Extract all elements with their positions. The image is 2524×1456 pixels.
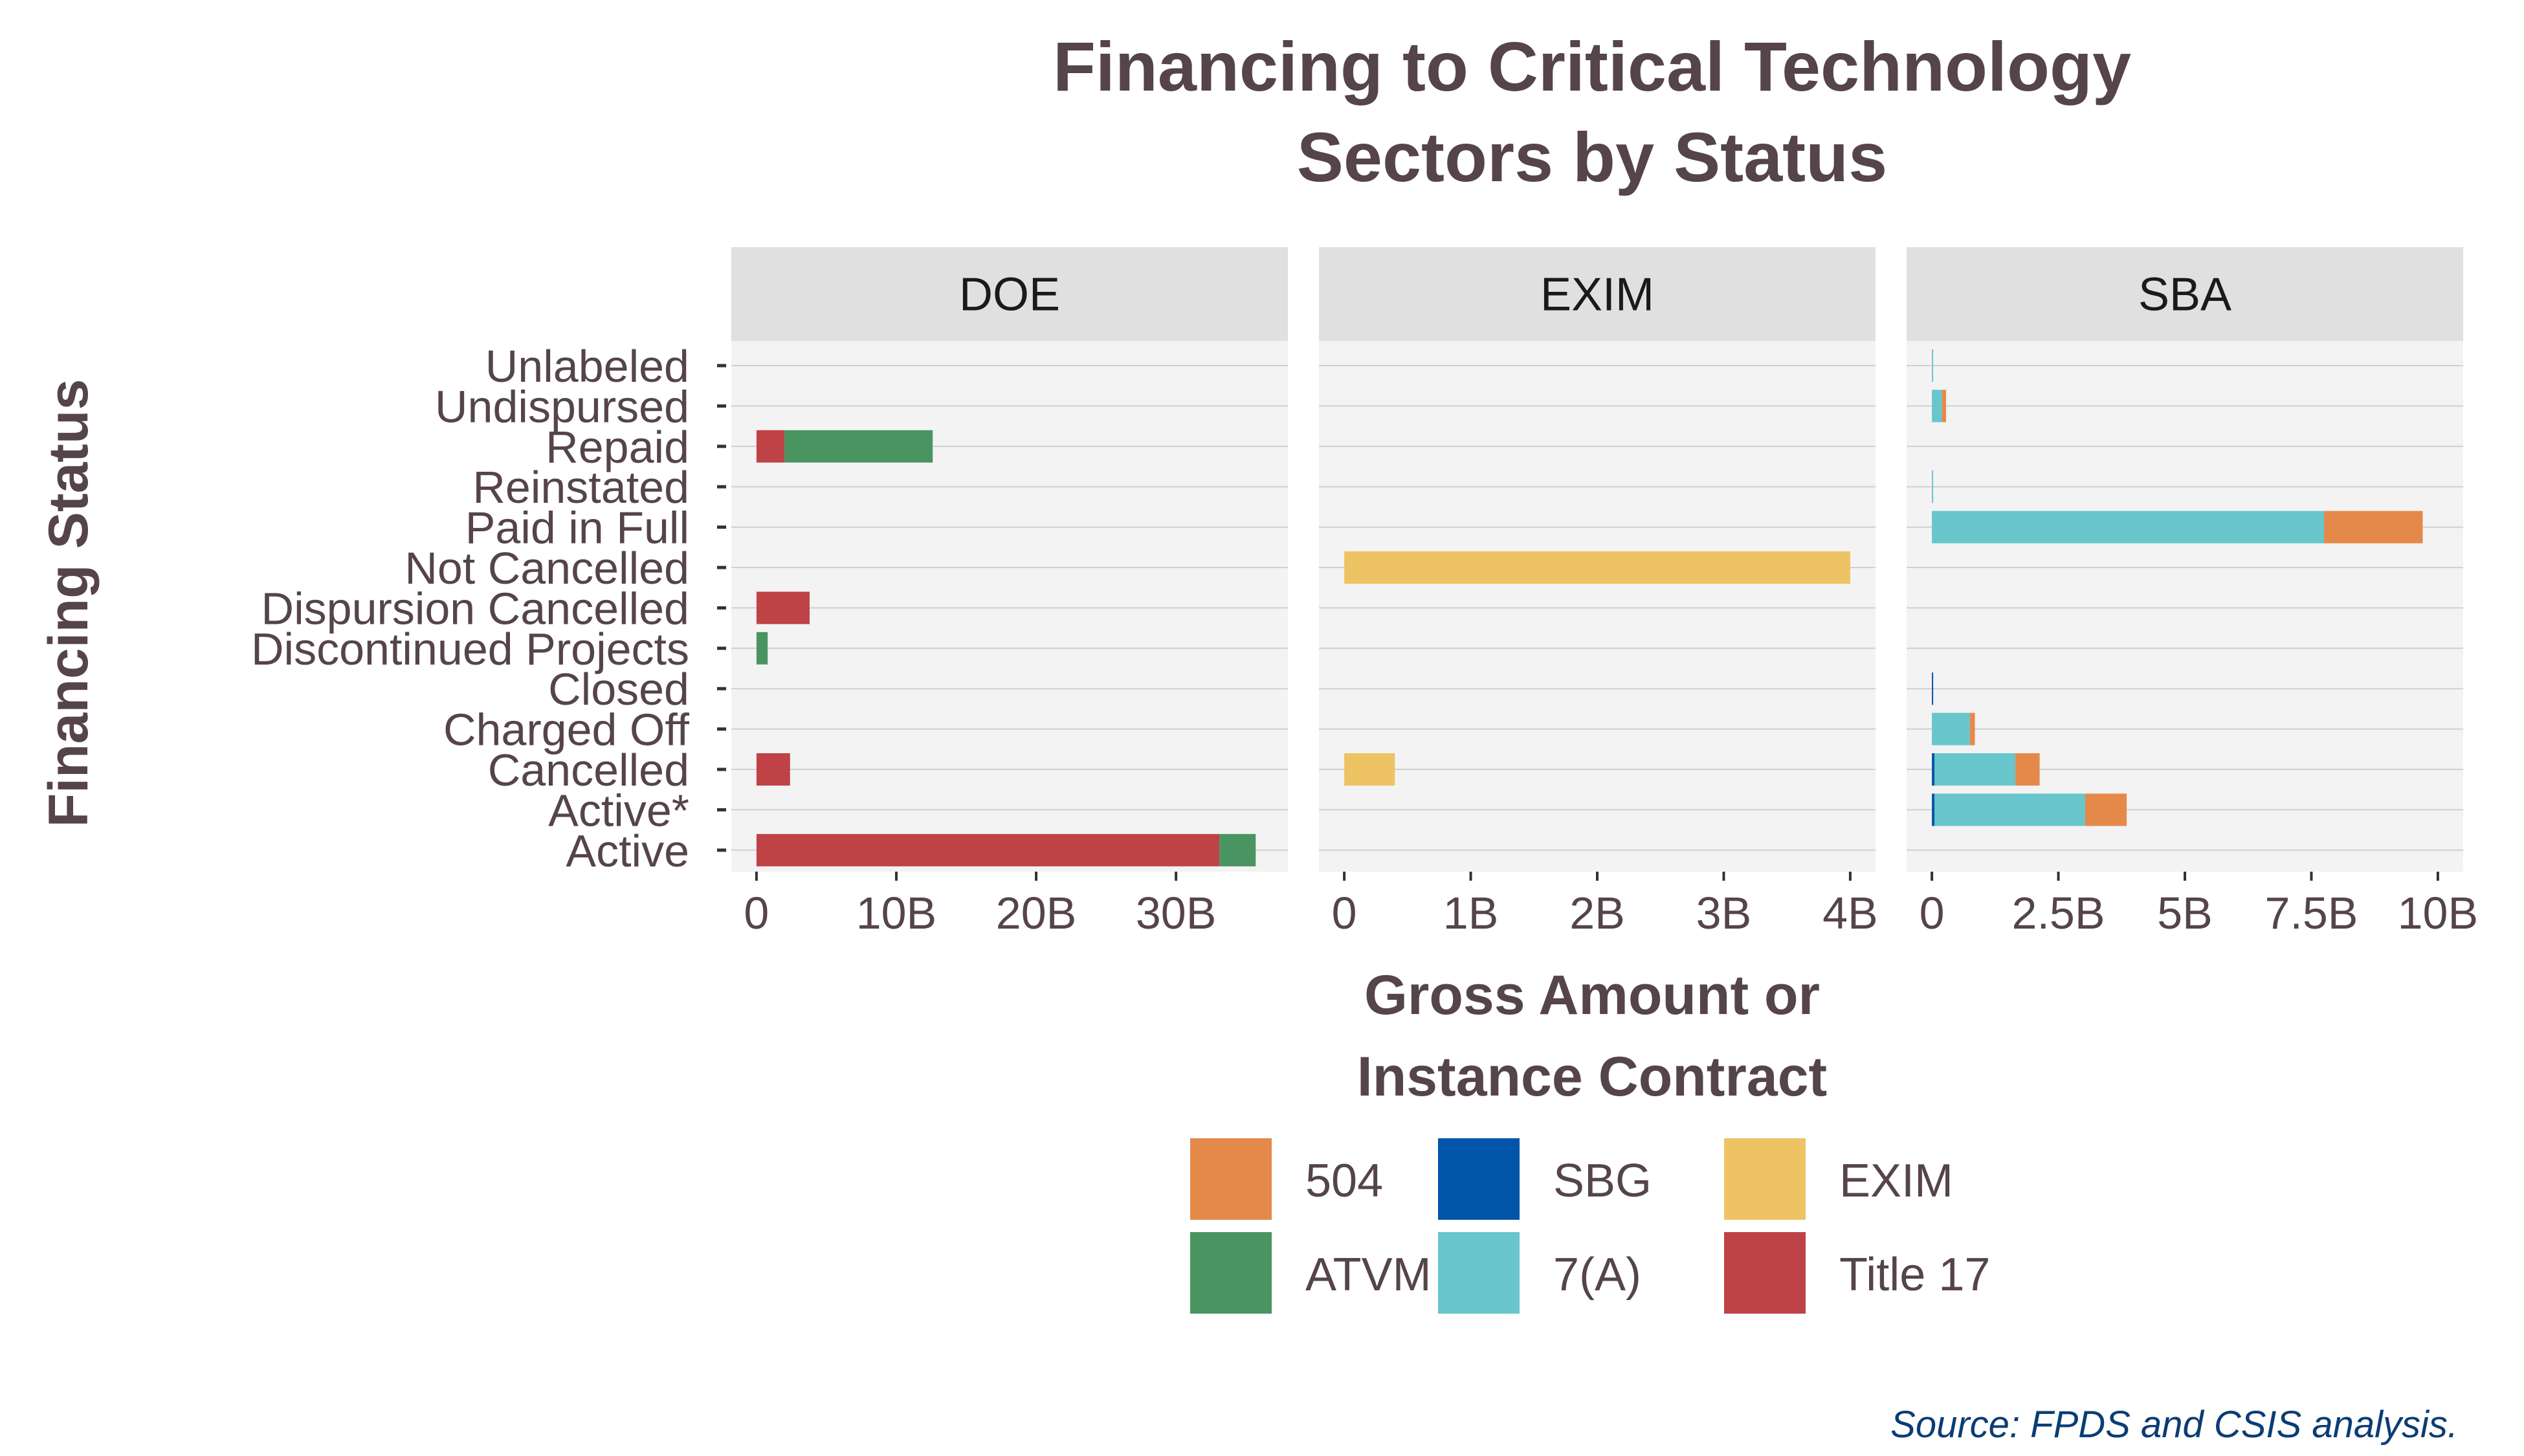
bar-segment-sba-cancelled-7-a- (1934, 753, 2016, 786)
x-tick-label: 7.5B (2264, 888, 2358, 938)
panel-background (1319, 341, 1876, 872)
legend-swatch-exim (1721, 1136, 1808, 1222)
legend-swatch-atvm (1188, 1230, 1274, 1316)
bar-segment-sba-unlabeled-7-a- (1932, 349, 1934, 382)
bar-segment-sba-paid-in-full-7-a- (1932, 511, 2324, 544)
bar-segment-doe-repaid-atvm (784, 430, 933, 463)
y-tick-label: Active* (548, 785, 689, 835)
legend-label: 504 (1305, 1155, 1383, 1207)
legend-label: SBG (1553, 1155, 1652, 1207)
bar-segment-sba-undispursed-504 (1942, 390, 1946, 423)
x-tick-label: 20B (996, 888, 1077, 938)
x-tick-label: 0 (744, 888, 769, 938)
bar-segment-sba-charged-off-504 (1969, 712, 1975, 745)
bar-segment-doe-active-atvm (1219, 833, 1256, 866)
chart-title-line-2: Sectors by Status (1297, 118, 1887, 196)
y-tick-label: Undispursed (435, 381, 689, 432)
facet-doe: DOE 0 10B 20B 30B (731, 247, 1288, 938)
y-tick-label: Reinstated (472, 462, 689, 513)
y-axis: UnlabeledUndispursedRepaidReinstatedPaid… (251, 341, 726, 876)
y-tick-label: Active (566, 826, 689, 876)
bar-segment-sba-active--7-a- (1934, 793, 2085, 826)
x-tick-label: 1B (1443, 888, 1499, 938)
facet-exim: EXIM 0 1B 2B 3B 4B (1319, 247, 1878, 938)
bar-segment-sba-closed-sbg (1932, 672, 1934, 705)
legend-label: ATVM (1305, 1249, 1432, 1301)
facet-strip-label: DOE (959, 269, 1060, 321)
y-tick-label: Discontinued Projects (251, 624, 689, 674)
y-tick-label: Closed (548, 664, 689, 714)
x-tick-label: 30B (1136, 888, 1217, 938)
bar-segment-exim-not-cancelled-exim (1344, 551, 1850, 584)
panel-background (731, 341, 1288, 872)
x-tick-label: 3B (1696, 888, 1752, 938)
bar-segment-sba-paid-in-full-504 (2324, 511, 2423, 544)
facet-strip-label: EXIM (1540, 269, 1654, 321)
x-axis-title-line-2: Instance Contract (1357, 1046, 1827, 1108)
facet-strip-label: SBA (2138, 269, 2231, 321)
bar-segment-sba-reinstated-7-a- (1932, 470, 1934, 503)
x-tick-label: 2B (1569, 888, 1625, 938)
source-caption: Source: FPDS and CSIS analysis. (1890, 1404, 2458, 1446)
bar-segment-exim-cancelled-exim (1344, 753, 1395, 786)
x-tick-label: 4B (1822, 888, 1878, 938)
y-tick-label: Unlabeled (485, 341, 689, 392)
facet-sba: SBA 0 2.5B 5B 7.5B 10B (1907, 247, 2478, 938)
x-tick-label: 10B (856, 888, 937, 938)
legend-label: 7(A) (1553, 1249, 1641, 1301)
bar-segment-doe-dispursion-cancelled-title-17 (756, 591, 810, 624)
legend-swatch-7-a- (1435, 1230, 1522, 1316)
bar-segment-sba-undispursed-7-a- (1932, 390, 1942, 423)
legend-label: EXIM (1839, 1155, 1953, 1207)
facet-strip (1907, 247, 2463, 341)
x-tick-label: 0 (1332, 888, 1357, 938)
facet-strip (1319, 247, 1876, 341)
x-tick-label: 2.5B (2012, 888, 2105, 938)
y-tick-label: Not Cancelled (404, 543, 689, 593)
bar-segment-sba-active--504 (2085, 793, 2127, 826)
y-axis-title: Financing Status (38, 379, 100, 828)
y-tick-label: Paid in Full (465, 503, 689, 553)
bar-segment-sba-active--sbg (1932, 793, 1934, 826)
facet-panels: DOE 0 10B 20B 30B EXIM 0 1B 2B 3B 4B SBA 0 2.5B 5B 7.5B… (731, 247, 2478, 938)
bar-segment-sba-cancelled-sbg (1932, 753, 1934, 786)
legend-label: Title 17 (1839, 1249, 1990, 1301)
legend-swatch-sbg (1435, 1136, 1522, 1222)
bar-segment-doe-discontinued-projects-atvm (756, 632, 768, 665)
bar-segment-doe-repaid-title-17 (756, 430, 785, 463)
x-axis-title-line-1: Gross Amount or (1364, 964, 1820, 1026)
x-tick-label: 5B (2157, 888, 2213, 938)
y-tick-label: Charged Off (443, 705, 690, 755)
y-tick-label: Cancelled (488, 745, 689, 795)
x-tick-label: 0 (1920, 888, 1945, 938)
y-tick-label: Dispursion Cancelled (261, 583, 689, 634)
facet-strip (731, 247, 1288, 341)
bar-segment-doe-active-title-17 (756, 833, 1220, 866)
bar-segment-sba-cancelled-504 (2015, 753, 2040, 786)
x-tick-label: 10B (2398, 888, 2479, 938)
y-tick-label: Repaid (546, 422, 689, 472)
legend-swatch-504 (1188, 1136, 1274, 1222)
bar-segment-doe-cancelled-title-17 (756, 753, 790, 786)
chart-title-line-1: Financing to Critical Technology (1053, 27, 2131, 105)
legend: 504 ATVM SBG 7(A) EXIM Title 17 (1188, 1136, 1990, 1316)
panel-background (1907, 341, 2463, 872)
legend-swatch-title-17 (1721, 1230, 1808, 1316)
bar-segment-sba-charged-off-7-a- (1932, 712, 1970, 745)
